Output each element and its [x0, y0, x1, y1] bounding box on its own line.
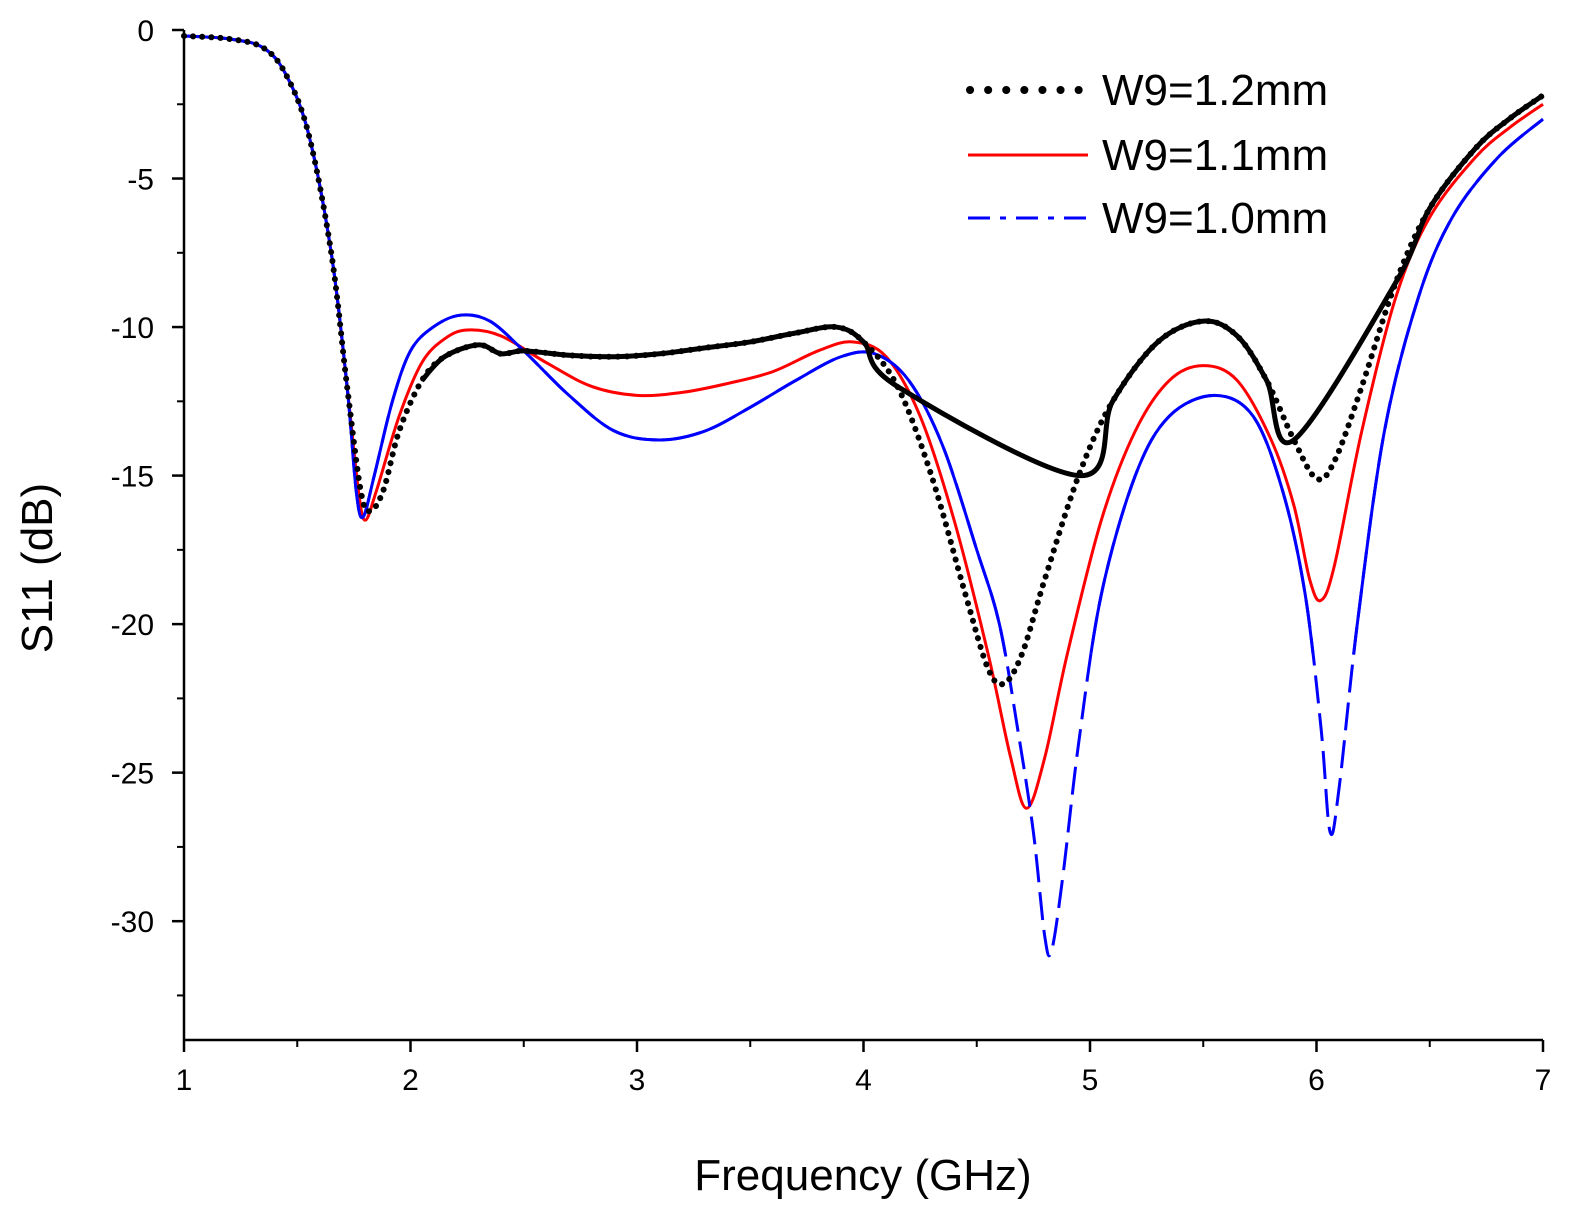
- legend-label: W9=1.1mm: [1102, 131, 1328, 180]
- y-axis-title: S11 (dB): [13, 483, 62, 653]
- series-line-w9-1-2mm-solid: [419, 93, 1545, 479]
- legend: W9=1.2mm W9=1.1mm W9=1.0mm: [966, 66, 1328, 243]
- plot-lines: [181, 32, 1546, 958]
- x-tick-label: 3: [629, 1064, 646, 1097]
- series-line-w9-1-2mm: [181, 32, 1546, 688]
- series-line-w9-1-0mm: [184, 34, 1543, 654]
- series-line-w9-1-1mm: [183, 34, 1544, 810]
- ticks: 1 2 3 4 5 6 7 0 -5 -10 -15 -20 -25 -30: [111, 15, 1552, 1097]
- x-tick-label: 4: [855, 1064, 872, 1097]
- x-tick-label: 5: [1082, 1064, 1099, 1097]
- y-tick-label: 0: [137, 15, 154, 48]
- axes: [182, 30, 1543, 1042]
- y-tick-label: -5: [127, 164, 154, 197]
- x-tick-label: 1: [176, 1064, 193, 1097]
- legend-label: W9=1.2mm: [1102, 66, 1328, 115]
- x-tick-label: 6: [1308, 1064, 1325, 1097]
- y-tick-label: -15: [111, 461, 154, 494]
- legend-label: W9=1.0mm: [1102, 194, 1328, 243]
- y-tick-label: -10: [111, 312, 154, 345]
- x-tick-label: 7: [1535, 1064, 1552, 1097]
- series-line-w9-1-0mm-dashed: [183, 34, 1544, 958]
- x-tick-label: 2: [402, 1064, 419, 1097]
- y-tick-label: -30: [111, 906, 154, 939]
- y-tick-label: -20: [111, 609, 154, 642]
- x-axis-title: Frequency (GHz): [694, 1151, 1031, 1200]
- y-tick-label: -25: [111, 758, 154, 791]
